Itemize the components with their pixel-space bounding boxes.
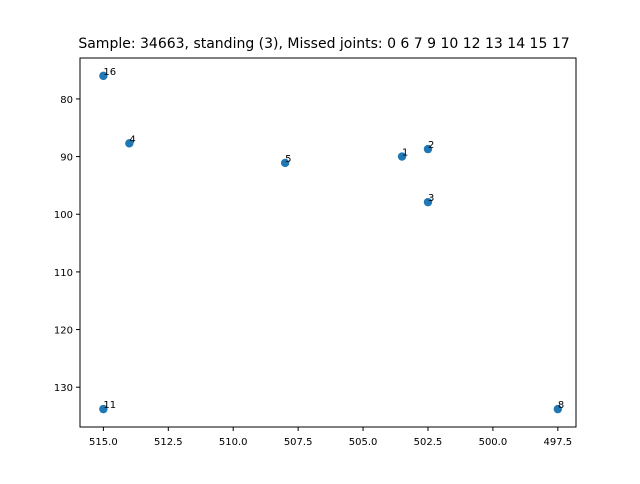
x-tick-label: 510.0 [219,437,248,448]
point-label: 5 [285,154,291,165]
x-tick-label: 505.0 [349,437,378,448]
x-tick-label: 500.0 [479,437,508,448]
x-tick-label: 502.5 [414,437,443,448]
y-tick-label: 80 [60,95,73,106]
x-axis: 515.0 512.5 510.0 507.5 505.0 502.5 500.0 497.5 [89,427,572,448]
point-label: 3 [428,193,434,204]
scatter-point [397,152,407,161]
scatter-point [280,158,290,168]
y-tick-label: 130 [54,383,73,394]
x-tick-label: 497.5 [544,437,573,448]
y-tick-label: 110 [54,268,73,279]
scatter-point [553,404,563,414]
y-tick-label: 100 [54,210,73,221]
point-label: 2 [428,140,434,151]
y-tick-label: 90 [60,153,73,164]
scatter-point [423,144,433,154]
point-label: 16 [103,67,116,78]
scatter-point [423,197,433,207]
point-label: 8 [558,400,564,411]
x-tick-label: 512.5 [154,437,183,448]
y-axis: 80 90 100 110 120 130 [54,95,80,394]
point-label: 11 [103,400,116,411]
chart-title: Sample: 34663, standing (3), Missed join… [78,36,569,52]
data-points: 16 4 5 1 2 3 11 8 [99,67,564,414]
scatter-point [99,404,108,414]
point-label: 1 [402,148,408,159]
y-tick-label: 120 [54,326,73,337]
scatter-point [99,71,108,81]
plot-frame [79,57,577,428]
x-tick-label: 507.5 [284,437,313,448]
scatter-point [125,139,134,148]
x-tick-label: 515.0 [89,437,118,448]
point-label: 4 [129,134,135,145]
